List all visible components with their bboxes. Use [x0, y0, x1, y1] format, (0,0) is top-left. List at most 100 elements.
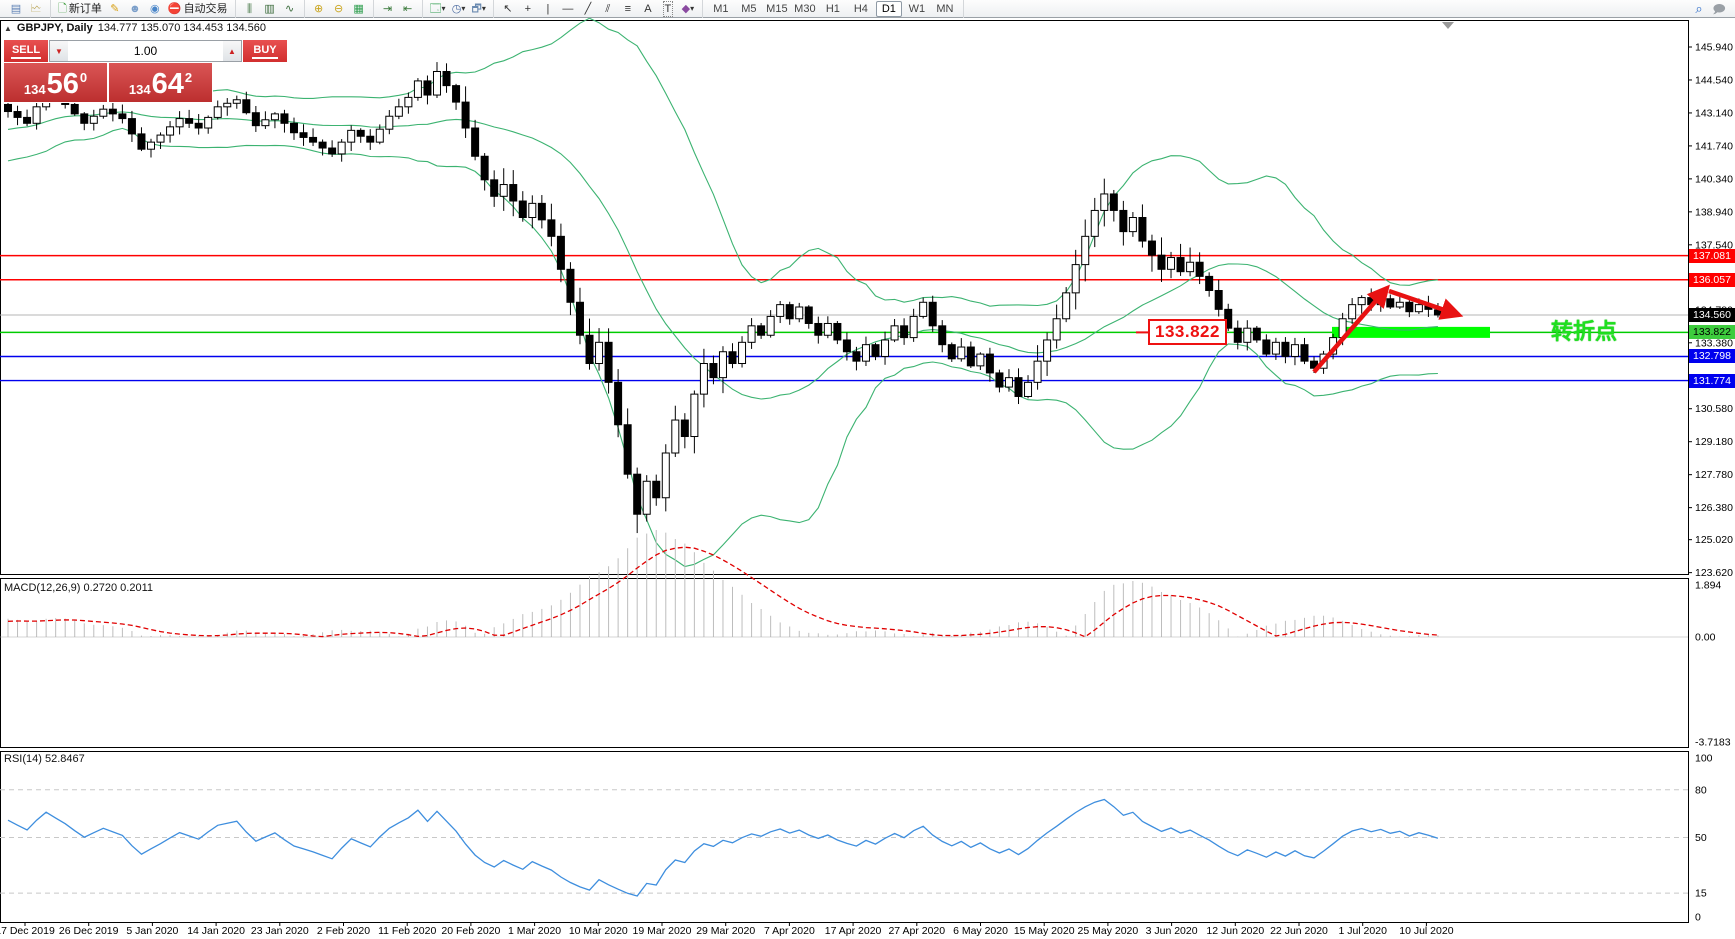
- volume-up-button[interactable]: ▲: [223, 41, 241, 61]
- timeframe-h4[interactable]: H4: [853, 2, 868, 15]
- horizontal-line-icon[interactable]: —: [562, 2, 574, 15]
- new-order-icon[interactable]: 🗋 新订单: [58, 2, 102, 15]
- date-axis-label: 22 Jun 2020: [1270, 925, 1328, 937]
- candle-body: [871, 344, 880, 357]
- sell-button[interactable]: SELL: [4, 40, 48, 62]
- date-axis-label: 1 Mar 2020: [508, 925, 561, 937]
- line-chart-icon[interactable]: ∿: [284, 2, 295, 15]
- candle-body: [442, 70, 451, 87]
- autotrade-label[interactable]: 自动交易: [183, 2, 228, 15]
- tick-chart-icon[interactable]: 🗠: [30, 2, 42, 15]
- bar-chart-icon[interactable]: ⫼: [247, 2, 253, 15]
- timeframe-m15[interactable]: M15: [766, 2, 788, 15]
- axis-badge-133.822: 133.822: [1689, 325, 1735, 340]
- vertical-line-icon[interactable]: |: [546, 2, 550, 15]
- candle-body: [13, 111, 22, 118]
- candle-body: [718, 351, 727, 379]
- candle-body: [127, 118, 136, 135]
- chart-shift-icon[interactable]: ⇤: [402, 2, 413, 15]
- volume-input[interactable]: [68, 41, 223, 61]
- expert-icon[interactable]: ☻: [129, 2, 141, 15]
- candle-body: [785, 304, 794, 320]
- candle-body: [337, 141, 346, 155]
- price-axis-label: 141.740: [1695, 140, 1733, 152]
- candle-body: [1262, 339, 1271, 355]
- timeframe-m5[interactable]: M5: [741, 2, 757, 15]
- candle-body: [995, 372, 1004, 388]
- candle-body: [938, 325, 947, 346]
- trendline-icon[interactable]: ╱: [584, 2, 592, 15]
- cursor-icon[interactable]: ↖: [503, 2, 513, 15]
- macd-axis-label: 0.00: [1695, 632, 1716, 644]
- autoscroll-icon[interactable]: ⇥: [382, 2, 393, 15]
- candle-chart-icon[interactable]: ▥: [264, 2, 275, 15]
- price-axis-label: 138.940: [1695, 206, 1733, 218]
- timeframe-h1[interactable]: H1: [825, 2, 840, 15]
- autotrade-icon[interactable]: ⛔ 自动交易: [167, 2, 228, 15]
- candle-body: [900, 325, 909, 339]
- chat-icon[interactable]: 🗩: [1712, 1, 1726, 16]
- candle-body: [1243, 327, 1252, 343]
- timeframe-m30[interactable]: M30: [794, 2, 816, 15]
- candle-body: [1186, 261, 1195, 273]
- candle-body: [690, 393, 699, 438]
- search-icon[interactable]: ⌕: [1695, 0, 1703, 16]
- support-zone-rectangle: [1332, 326, 1490, 338]
- buy-button[interactable]: BUY: [243, 40, 287, 62]
- pane-border-1: [0, 578, 1689, 748]
- zoom-out-icon[interactable]: ⊖: [333, 2, 344, 15]
- text-label-icon[interactable]: T: [662, 0, 674, 17]
- candle-body: [1386, 298, 1395, 308]
- candle-body: [1348, 304, 1357, 320]
- candle-body: [137, 133, 146, 150]
- sell-price-button[interactable]: 134 56 0: [4, 63, 107, 102]
- tile-windows-icon[interactable]: ▦: [353, 2, 364, 15]
- candle-body: [1062, 292, 1071, 320]
- candle-body: [1271, 341, 1280, 355]
- arrows-tool-icon[interactable]: ◆ ▾: [681, 2, 695, 15]
- candle-body: [518, 200, 527, 219]
- date-axis-label: 7 Apr 2020: [764, 925, 815, 937]
- bollinger-lower: [7, 127, 1438, 568]
- symbol-name: GBPJPY, Daily: [16, 22, 93, 34]
- candle-body: [1252, 327, 1261, 341]
- symbol-ohlc: 134.777 135.070 134.453 134.560: [97, 22, 266, 34]
- date-axis-label: 26 Dec 2019: [59, 925, 119, 937]
- price-axis-label: 145.940: [1695, 42, 1733, 54]
- templates-icon[interactable]: 🗗 ▾: [471, 2, 486, 15]
- timeframe-m1[interactable]: M1: [713, 2, 729, 15]
- timeframe-mn[interactable]: MN: [936, 2, 954, 15]
- candle-body: [280, 113, 289, 124]
- timeframe-w1[interactable]: W1: [908, 2, 926, 15]
- new-order-label[interactable]: 新订单: [68, 2, 102, 15]
- timeframe-d1[interactable]: D1: [875, 0, 902, 17]
- candle-body: [452, 85, 461, 103]
- candle-body: [1071, 264, 1080, 294]
- period-clock-icon[interactable]: ◷ ▾: [451, 2, 466, 15]
- collapse-icon[interactable]: ▲: [4, 23, 12, 33]
- crayon-icon[interactable]: ✎: [110, 2, 120, 15]
- turning-point-text[interactable]: 转折点: [1551, 319, 1618, 344]
- text-icon[interactable]: A: [644, 2, 652, 15]
- candle-body: [738, 341, 747, 365]
- volume-down-button[interactable]: ▼: [50, 41, 68, 61]
- candle-body: [4, 103, 12, 113]
- axis-badge-137.081: 137.081: [1689, 248, 1735, 263]
- candle-body: [566, 268, 575, 303]
- signal-icon[interactable]: ◉: [150, 2, 160, 15]
- add-indicator-icon[interactable]: 🗔 ▾: [429, 2, 446, 15]
- zoom-in-icon[interactable]: ⊕: [313, 2, 324, 15]
- charts-window-icon[interactable]: ▤: [10, 2, 22, 15]
- candle-body: [223, 102, 232, 108]
- candle-body: [175, 118, 184, 128]
- channel-icon[interactable]: ⫽: [605, 2, 611, 15]
- buy-price-button[interactable]: 134 64 2: [109, 63, 212, 102]
- fibonacci-icon[interactable]: ≡: [624, 2, 632, 15]
- candle-body: [1147, 240, 1156, 256]
- candle-body: [194, 122, 203, 129]
- trend-arrow-down: [1388, 288, 1464, 320]
- price-callout-box[interactable]: 133.822: [1148, 319, 1227, 345]
- crosshair-icon[interactable]: +: [524, 2, 532, 15]
- candle-body: [642, 480, 651, 515]
